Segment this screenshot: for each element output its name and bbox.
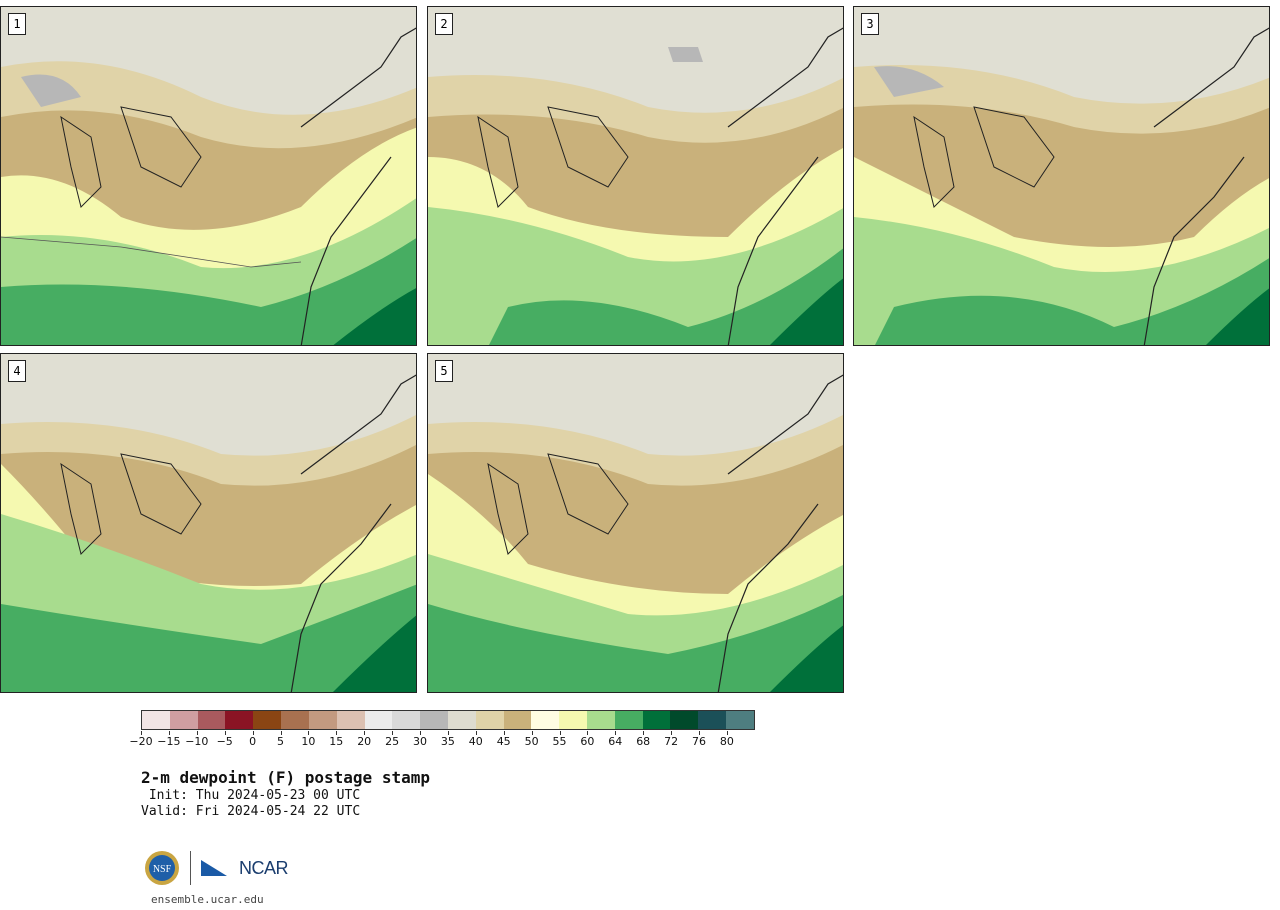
- colorbar-tick-label: −20: [129, 735, 153, 748]
- colorbar-tick-label: −10: [185, 735, 209, 748]
- colorbar-tick-mark: [531, 731, 533, 735]
- colorbar-cell: [392, 711, 421, 729]
- panel-number: 1: [8, 13, 26, 35]
- colorbar: [141, 710, 755, 730]
- colorbar-tick-mark: [587, 731, 589, 735]
- title-block: 2-m dewpoint (F) postage stamp Init: Thu…: [141, 768, 430, 820]
- colorbar-tick-mark: [392, 731, 394, 735]
- dewpoint-map: [428, 354, 843, 692]
- colorbar-tick-label: 64: [608, 735, 623, 748]
- init-time: Init: Thu 2024-05-23 00 UTC: [141, 788, 361, 803]
- logos: NSF NCAR: [144, 850, 289, 886]
- colorbar-tick-label: 45: [496, 735, 511, 748]
- chart-title: 2-m dewpoint (F) postage stamp: [141, 768, 430, 787]
- colorbar-tick-mark: [447, 731, 449, 735]
- colorbar-tick-label: 20: [357, 735, 372, 748]
- nsf-logo: NSF: [145, 851, 179, 885]
- colorbar-tick-mark: [420, 731, 421, 735]
- colorbar-cell: [169, 711, 198, 729]
- colorbar-cell: [308, 711, 337, 729]
- dewpoint-map: [428, 7, 843, 345]
- colorbar-cell: [281, 711, 309, 729]
- colorbar-tick-mark: [643, 731, 645, 735]
- colorbar-tick-label: 5: [277, 735, 284, 748]
- colorbar-cell: [726, 711, 754, 729]
- colorbar-tick-label: 80: [719, 735, 734, 748]
- colorbar-cell: [698, 711, 727, 729]
- colorbar-cell: [614, 711, 643, 729]
- colorbar-cell: [670, 711, 699, 729]
- colorbar-tick-label: 50: [524, 735, 539, 748]
- dewpoint-map: [854, 7, 1269, 345]
- colorbar-tick-label: 10: [301, 735, 316, 748]
- map-panel-2: 2: [427, 6, 844, 346]
- logo-divider: [190, 851, 191, 885]
- colorbar-ticks: −20 −15 −10 −5 0 5 10 15 20 25 30 35 40 45 50 55 60 64 68 7…: [129, 731, 761, 749]
- valid-time: Valid: Fri 2024-05-24 22 UTC: [141, 804, 361, 819]
- colorbar-tick-mark: [503, 731, 505, 735]
- colorbar-cell: [225, 711, 254, 729]
- colorbar-cell: [587, 711, 615, 729]
- colorbar-cell: [447, 711, 476, 729]
- colorbar-cell: [503, 711, 532, 729]
- colorbar-cell: [142, 711, 170, 729]
- colorbar-cell: [336, 711, 365, 729]
- colorbar-tick-label: 76: [692, 735, 706, 748]
- colorbar-tick-label: 55: [552, 735, 567, 748]
- colorbar-tick-mark: [615, 731, 617, 735]
- colorbar-tick-label: 68: [636, 735, 651, 748]
- colorbar-tick-mark: [336, 731, 338, 735]
- colorbar-tick-label: −5: [216, 735, 233, 748]
- colorbar-cell: [531, 711, 560, 729]
- colorbar-tick-mark: [224, 731, 226, 735]
- colorbar-cell: [475, 711, 504, 729]
- colorbar-tick-label: 60: [580, 735, 595, 748]
- colorbar-tick-mark: [280, 731, 282, 735]
- colorbar-cell: [364, 711, 393, 729]
- panel-number: 2: [435, 13, 453, 35]
- panel-number: 3: [861, 13, 879, 35]
- colorbar-tick-label: 40: [468, 735, 483, 748]
- colorbar-tick-label: 30: [413, 735, 427, 748]
- dewpoint-map: [1, 354, 416, 692]
- colorbar-cell: [420, 711, 448, 729]
- ncar-logo-text: NCAR: [239, 857, 289, 878]
- map-panel-3: 3: [853, 6, 1270, 346]
- colorbar-tick-label: −15: [157, 735, 181, 748]
- colorbar-tick-label: 25: [385, 735, 400, 748]
- colorbar-tick-mark: [196, 731, 198, 735]
- colorbar-tick-mark: [475, 731, 477, 735]
- colorbar-tick-mark: [726, 731, 728, 735]
- colorbar-tick-label: 0: [249, 735, 257, 748]
- colorbar-cell: [559, 711, 587, 729]
- nsf-logo-text: NSF: [153, 864, 172, 875]
- ncar-logo-mark: [201, 860, 227, 876]
- map-panel-1: 1: [0, 6, 417, 346]
- colorbar-tick-mark: [168, 731, 170, 735]
- colorbar-tick-mark: [699, 731, 700, 735]
- colorbar-tick-mark: [559, 731, 561, 735]
- dewpoint-map: [1, 7, 416, 345]
- colorbar-cell: [253, 711, 282, 729]
- colorbar-tick-label: 72: [664, 735, 679, 748]
- colorbar-cell: [197, 711, 226, 729]
- colorbar-tick-mark: [364, 731, 366, 735]
- colorbar-cell: [642, 711, 671, 729]
- map-panel-4: 4: [0, 353, 417, 693]
- colorbar-tick-mark: [252, 731, 254, 735]
- map-panel-5: 5: [427, 353, 844, 693]
- colorbar-tick-mark: [308, 731, 310, 735]
- panel-number: 5: [435, 360, 453, 382]
- colorbar-tick-label: 35: [440, 735, 455, 748]
- panel-number: 4: [8, 360, 26, 382]
- footer-url: ensemble.ucar.edu: [151, 893, 264, 906]
- colorbar-tick-mark: [141, 731, 142, 735]
- colorbar-tick-mark: [671, 731, 673, 735]
- colorbar-tick-label: 15: [329, 735, 344, 748]
